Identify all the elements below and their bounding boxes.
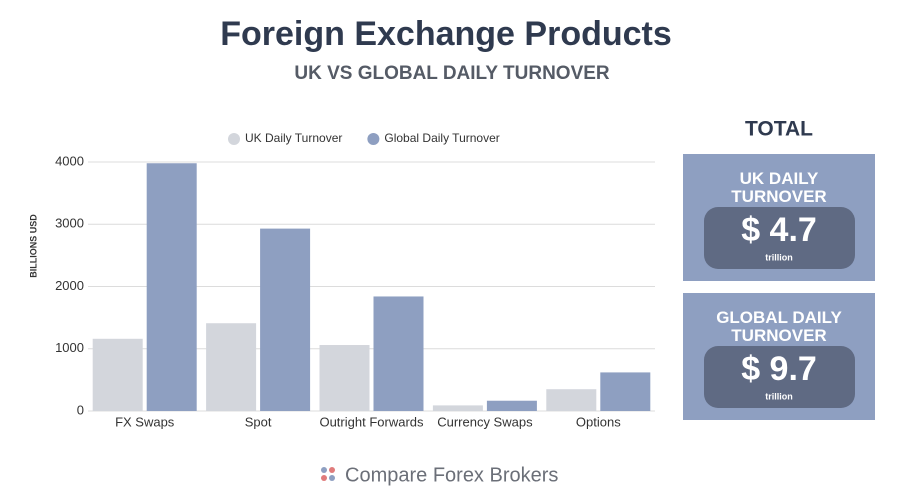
- total-value-box: [704, 207, 855, 269]
- y-tick-label: 0: [77, 402, 84, 417]
- x-tick-label: Options: [576, 414, 621, 429]
- bar: [486, 400, 537, 411]
- y-axis-label: BILLIONS USD: [28, 214, 38, 278]
- x-tick-label: Currency Swaps: [437, 414, 533, 429]
- bar: [319, 345, 370, 411]
- brand-icon: [321, 467, 335, 481]
- footer-brand: Compare Forex Brokers: [345, 464, 558, 486]
- bar: [92, 338, 143, 411]
- bar: [206, 323, 257, 411]
- y-tick-label: 2000: [55, 278, 84, 293]
- x-tick-label: Outright Forwards: [319, 414, 424, 429]
- total-value: $ 9.7: [741, 350, 817, 388]
- legend-swatch: [228, 133, 240, 145]
- totals-heading: TOTAL: [745, 118, 813, 141]
- x-tick-label: FX Swaps: [115, 414, 175, 429]
- total-label: UK DAILY TURNOVER: [731, 169, 826, 206]
- chart-subtitle: UK VS GLOBAL DAILY TURNOVER: [294, 63, 610, 84]
- y-tick-label: 1000: [55, 340, 84, 355]
- bar: [260, 228, 311, 411]
- total-unit: trillion: [765, 252, 793, 262]
- chart-title: Foreign Exchange Products: [220, 15, 672, 53]
- bar: [373, 296, 424, 411]
- total-unit: trillion: [765, 391, 793, 401]
- y-tick-label: 4000: [55, 153, 84, 168]
- total-label: GLOBAL DAILY TURNOVER: [716, 308, 842, 345]
- x-tick-label: Spot: [245, 414, 272, 429]
- bar: [600, 372, 651, 411]
- total-value: $ 4.7: [741, 211, 817, 249]
- legend-label: Global Daily Turnover: [384, 131, 499, 145]
- bar: [546, 389, 597, 411]
- legend-swatch: [367, 133, 380, 145]
- bar: [432, 405, 483, 411]
- legend-label: UK Daily Turnover: [245, 131, 342, 145]
- bar: [146, 163, 197, 411]
- total-value-box: [704, 346, 855, 408]
- y-tick-label: 3000: [55, 216, 84, 231]
